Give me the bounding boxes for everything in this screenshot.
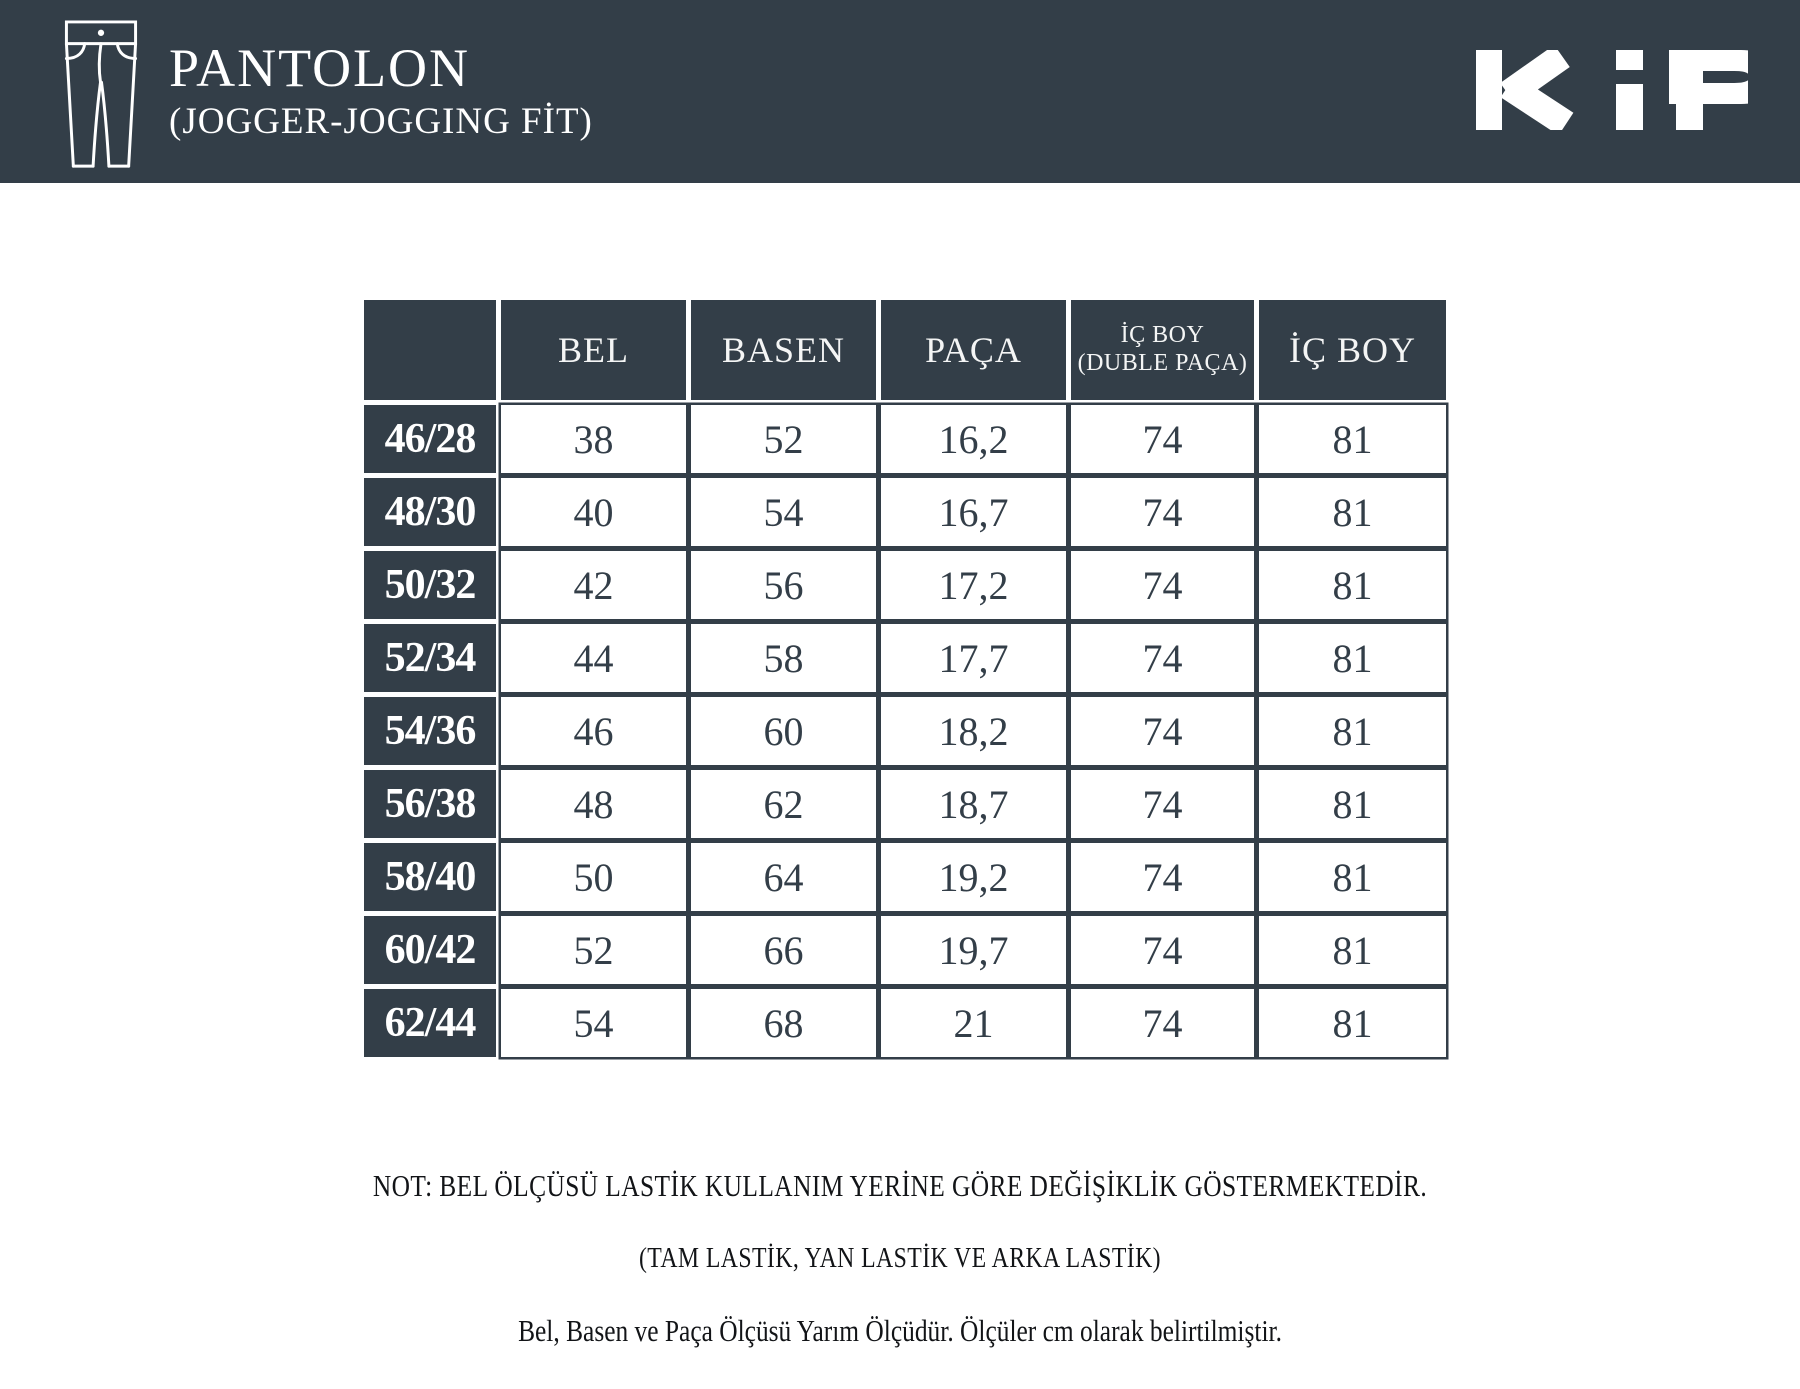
data-cell: 74 xyxy=(1071,697,1254,765)
row-label: 56/38 xyxy=(364,770,496,838)
data-cell: 74 xyxy=(1071,989,1254,1057)
row-label: 46/28 xyxy=(364,405,496,473)
data-cell: 81 xyxy=(1259,624,1446,692)
page-title: PANTOLON xyxy=(169,37,471,98)
data-cell: 52 xyxy=(691,405,876,473)
page-subtitle: (JOGGER-JOGGING FİT) xyxy=(169,101,593,143)
pants-icon xyxy=(64,19,138,168)
data-cell: 74 xyxy=(1071,624,1254,692)
data-cell: 16,7 xyxy=(881,478,1066,546)
note-line-1: NOT: BEL ÖLÇÜSÜ LASTİK KULLANIM YERİNE G… xyxy=(372,1168,1428,1203)
data-cell: 42 xyxy=(501,551,686,619)
data-cell: 46 xyxy=(501,697,686,765)
data-cell: 18,7 xyxy=(881,770,1066,838)
row-label: 54/36 xyxy=(364,697,496,765)
data-cell: 62 xyxy=(691,770,876,838)
data-cell: 74 xyxy=(1071,770,1254,838)
row-label: 48/30 xyxy=(364,478,496,546)
data-cell: 58 xyxy=(691,624,876,692)
data-cell: 50 xyxy=(501,843,686,911)
data-cell: 56 xyxy=(691,551,876,619)
note-line-3: Bel, Basen ve Paça Ölçüsü Yarım Ölçüdür.… xyxy=(518,1313,1282,1348)
data-cell: 81 xyxy=(1259,697,1446,765)
header-cell-icboy-duble-paca: İÇ BOY (DUBLE PAÇA) xyxy=(1071,300,1254,400)
data-cell: 74 xyxy=(1071,551,1254,619)
table-corner-cell xyxy=(364,300,496,400)
data-cell: 81 xyxy=(1259,770,1446,838)
data-cell: 81 xyxy=(1259,843,1446,911)
data-cell: 16,2 xyxy=(881,405,1066,473)
header-icboy-duble-line2: (DUBLE PAÇA) xyxy=(1077,350,1248,376)
row-label: 52/34 xyxy=(364,624,496,692)
data-cell: 74 xyxy=(1071,405,1254,473)
data-cell: 17,7 xyxy=(881,624,1066,692)
data-cell: 60 xyxy=(691,697,876,765)
data-cell: 19,2 xyxy=(881,843,1066,911)
data-cell: 74 xyxy=(1071,478,1254,546)
row-label: 58/40 xyxy=(364,843,496,911)
row-label: 50/32 xyxy=(364,551,496,619)
row-label: 60/42 xyxy=(364,916,496,984)
header-icboy-duble-line1: İÇ BOY xyxy=(1120,322,1205,349)
data-cell: 40 xyxy=(501,478,686,546)
data-cell: 81 xyxy=(1259,551,1446,619)
kip-logo-icon xyxy=(1476,50,1748,130)
header-bar: PANTOLON (JOGGER-JOGGING FİT) xyxy=(0,0,1800,183)
data-cell: 81 xyxy=(1259,478,1446,546)
note-line-2: (TAM LASTİK, YAN LASTİK VE ARKA LASTİK) xyxy=(638,1242,1162,1274)
row-label: 62/44 xyxy=(364,989,496,1057)
data-cell: 81 xyxy=(1259,989,1446,1057)
data-cell: 52 xyxy=(501,916,686,984)
size-table: BEL BASEN PAÇA İÇ BOY (DUBLE PAÇA) İÇ BO… xyxy=(364,300,1446,1057)
header-cell-paca: PAÇA xyxy=(881,300,1066,400)
data-cell: 17,2 xyxy=(881,551,1066,619)
data-cell: 21 xyxy=(881,989,1066,1057)
data-cell: 66 xyxy=(691,916,876,984)
header-cell-bel: BEL xyxy=(501,300,686,400)
data-cell: 48 xyxy=(501,770,686,838)
data-cell: 54 xyxy=(501,989,686,1057)
data-cell: 74 xyxy=(1071,916,1254,984)
data-cell: 68 xyxy=(691,989,876,1057)
footnotes: NOT: BEL ÖLÇÜSÜ LASTİK KULLANIM YERİNE G… xyxy=(0,1168,1800,1349)
title-block: PANTOLON (JOGGER-JOGGING FİT) xyxy=(169,37,593,144)
data-cell: 81 xyxy=(1259,916,1446,984)
data-cell: 81 xyxy=(1259,405,1446,473)
data-cell: 19,7 xyxy=(881,916,1066,984)
data-cell: 18,2 xyxy=(881,697,1066,765)
data-cell: 44 xyxy=(501,624,686,692)
pants-button-dot xyxy=(97,29,105,36)
data-cell: 64 xyxy=(691,843,876,911)
data-cell: 54 xyxy=(691,478,876,546)
data-cell: 38 xyxy=(501,405,686,473)
header-cell-icboy: İÇ BOY xyxy=(1259,300,1446,400)
header-cell-basen: BASEN xyxy=(691,300,876,400)
data-cell: 74 xyxy=(1071,843,1254,911)
